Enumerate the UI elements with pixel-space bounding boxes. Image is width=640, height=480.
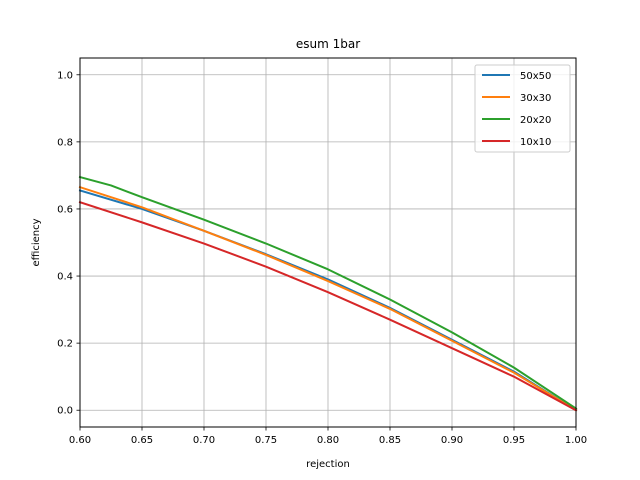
x-tick-label: 0.65 [131,435,153,446]
y-axis-label: efficiency [31,218,42,266]
series-line-20x20 [78,175,578,410]
y-tick-label: 0.0 [57,406,73,417]
legend-label: 10x10 [520,137,551,148]
legend-label: 30x30 [520,93,551,104]
legend-label: 20x20 [520,115,551,126]
x-tick-label: 0.60 [69,435,91,446]
x-tick-label: 0.75 [255,435,277,446]
x-axis-label: rejection [306,459,350,470]
legend: 50x50 30x30 20x20 10x10 [474,64,571,153]
series-line-10x10 [78,200,578,412]
x-tick-label: 0.85 [379,435,401,446]
x-tick-label: 0.90 [441,435,463,446]
chart-title: esum 1bar [296,37,360,51]
x-axis-ticks: 0.60 0.65 0.70 0.75 0.80 0.85 0.90 0.95 1.00 [69,427,587,446]
x-tick-label: 0.80 [317,435,339,446]
x-tick-label: 1.00 [565,435,587,446]
grid-lines [79,58,577,427]
y-tick-label: 0.6 [57,204,73,215]
legend-label: 50x50 [520,71,551,82]
series-lines [78,175,578,412]
y-tick-label: 0.8 [57,137,73,148]
x-tick-label: 0.70 [193,435,215,446]
y-tick-label: 0.2 [57,339,73,350]
y-tick-label: 0.4 [57,272,73,283]
x-tick-label: 0.95 [503,435,525,446]
series-line-30x30 [78,185,578,412]
y-tick-label: 1.0 [57,70,73,81]
legend-box [474,64,571,153]
y-axis-ticks: 0.0 0.2 0.4 0.6 0.8 1.0 [57,70,80,417]
